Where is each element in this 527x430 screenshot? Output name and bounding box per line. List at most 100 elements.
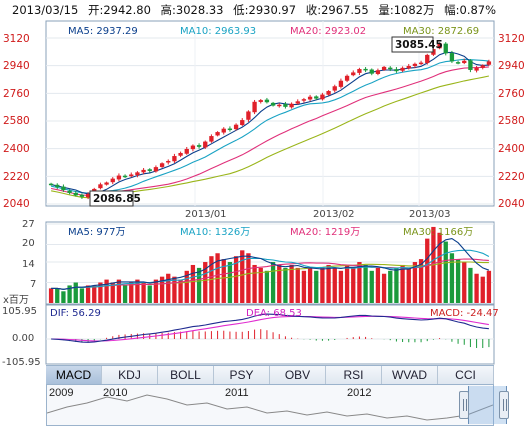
volume-bar (166, 273, 171, 303)
candle-body (240, 120, 245, 125)
candle-body (363, 68, 368, 71)
price-tick-right-2220: 2220 (498, 171, 525, 183)
candle-body (406, 65, 411, 69)
price-tick-right-2580: 2580 (498, 115, 525, 127)
volume-bar (203, 262, 208, 303)
candle-body (381, 66, 387, 70)
candle-body (227, 128, 233, 131)
tab-kdj[interactable]: KDJ (102, 366, 158, 384)
macd-tick-bottom: -105.95 (2, 357, 41, 365)
volume-bar (301, 270, 307, 303)
min-price-label: 2086.85 (93, 193, 141, 205)
volume-bar (246, 253, 251, 303)
nav-year-2010: 2010 (103, 387, 128, 399)
candle-body (443, 43, 448, 54)
vol-ma5-line (51, 238, 490, 290)
tab-obv[interactable]: OBV (270, 366, 326, 384)
candle-body (270, 102, 276, 106)
navigator-overview-line (47, 394, 493, 421)
candle-body (480, 65, 485, 68)
volume-bar (363, 264, 368, 303)
macd-tick-zero: 0.00 (12, 333, 34, 344)
price-tick-left-2580: 2580 (3, 115, 30, 127)
header-change: 幅:0.87% (444, 3, 497, 17)
volume-bar (116, 279, 122, 303)
candle-body (289, 103, 294, 108)
header-close: 收:2967.55 (305, 3, 369, 17)
tab-rsi[interactable]: RSI (326, 366, 382, 384)
volume-bar (61, 291, 66, 303)
date-tick-2013-03: 2013/03 (409, 209, 451, 220)
vol-ma20-legend: MA20: 1219万 (290, 227, 360, 238)
max-price-label: 3085.45 (395, 39, 443, 51)
volume-bar (295, 267, 300, 303)
volume-bar (400, 264, 405, 303)
candle-body (209, 136, 214, 142)
volume-bar (221, 259, 226, 303)
candle-body (141, 169, 146, 173)
candle-body (351, 72, 356, 76)
navigator-right-handle[interactable] (499, 391, 509, 419)
volume-bar (227, 262, 233, 303)
volume-bar (129, 282, 134, 303)
volume-bar (425, 238, 430, 303)
volume-bar (455, 259, 461, 303)
volume-bar (190, 264, 196, 303)
stock-chart[interactable]: MA5: 2937.29 MA10: 2963.93 MA20: 2923.02… (0, 0, 527, 365)
candle-body (246, 111, 251, 120)
header-open: 开:2942.80 (87, 3, 151, 17)
volume-bar (48, 288, 54, 303)
candle-body (462, 60, 467, 64)
volume-bar (184, 270, 189, 303)
volume-bar (338, 270, 344, 303)
volume-bar (326, 264, 331, 303)
quote-header: 2013/03/15 开:2942.80 高:3028.33 低:2930.97… (0, 0, 527, 20)
nav-year-2009: 2009 (49, 387, 74, 399)
volume-bar (486, 270, 492, 303)
candle-body (314, 96, 319, 99)
candle-body (67, 190, 72, 193)
vol-tick-7: 7 (30, 279, 36, 290)
candle-body (116, 175, 122, 180)
macd-tick-top: 105.95 (2, 306, 37, 317)
candle-body (135, 172, 140, 176)
time-navigator[interactable]: 2009 2010 2011 2012 (46, 384, 509, 426)
volume-bar (332, 267, 337, 303)
candle-body (98, 184, 103, 189)
dif-legend: DIF: 56.29 (50, 308, 101, 319)
volume-bar (172, 276, 177, 303)
volume-bar (178, 279, 183, 303)
candle-body (332, 86, 337, 91)
dea-line (51, 315, 489, 342)
tab-wvad[interactable]: WVAD (382, 366, 438, 384)
tab-cci[interactable]: CCI (438, 366, 494, 384)
volume-bar (270, 262, 276, 303)
candle-body (184, 148, 189, 154)
candle-body (258, 100, 263, 102)
navigator-left-handle[interactable] (459, 391, 469, 419)
volume-bar (449, 253, 455, 303)
indicator-tabs: MACD KDJ BOLL PSY OBV RSI WVAD CCI (46, 365, 494, 385)
candle-body (196, 145, 202, 147)
ma30-legend: MA30: 2872.69 (403, 26, 479, 37)
candle-body (338, 80, 344, 87)
candle-body (320, 94, 325, 100)
candle-body (73, 192, 78, 196)
header-volume: 量:1082万 (378, 3, 435, 17)
candle-body (252, 101, 257, 113)
candle-body (369, 69, 374, 74)
macd-legend: MACD: -24.47 (430, 308, 499, 319)
candle-body (153, 167, 159, 172)
tab-macd[interactable]: MACD (46, 366, 102, 384)
price-tick-left-2220: 2220 (3, 171, 30, 183)
volume-bar (147, 285, 152, 303)
tab-boll[interactable]: BOLL (158, 366, 214, 384)
volume-bar (122, 285, 128, 303)
ma10-line (50, 58, 489, 194)
candle-body (48, 183, 54, 186)
tab-psy[interactable]: PSY (214, 366, 270, 384)
candle-body (129, 174, 134, 177)
volume-bar (92, 285, 97, 303)
price-tick-right-2040: 2040 (498, 198, 525, 210)
volume-bar (283, 267, 288, 303)
